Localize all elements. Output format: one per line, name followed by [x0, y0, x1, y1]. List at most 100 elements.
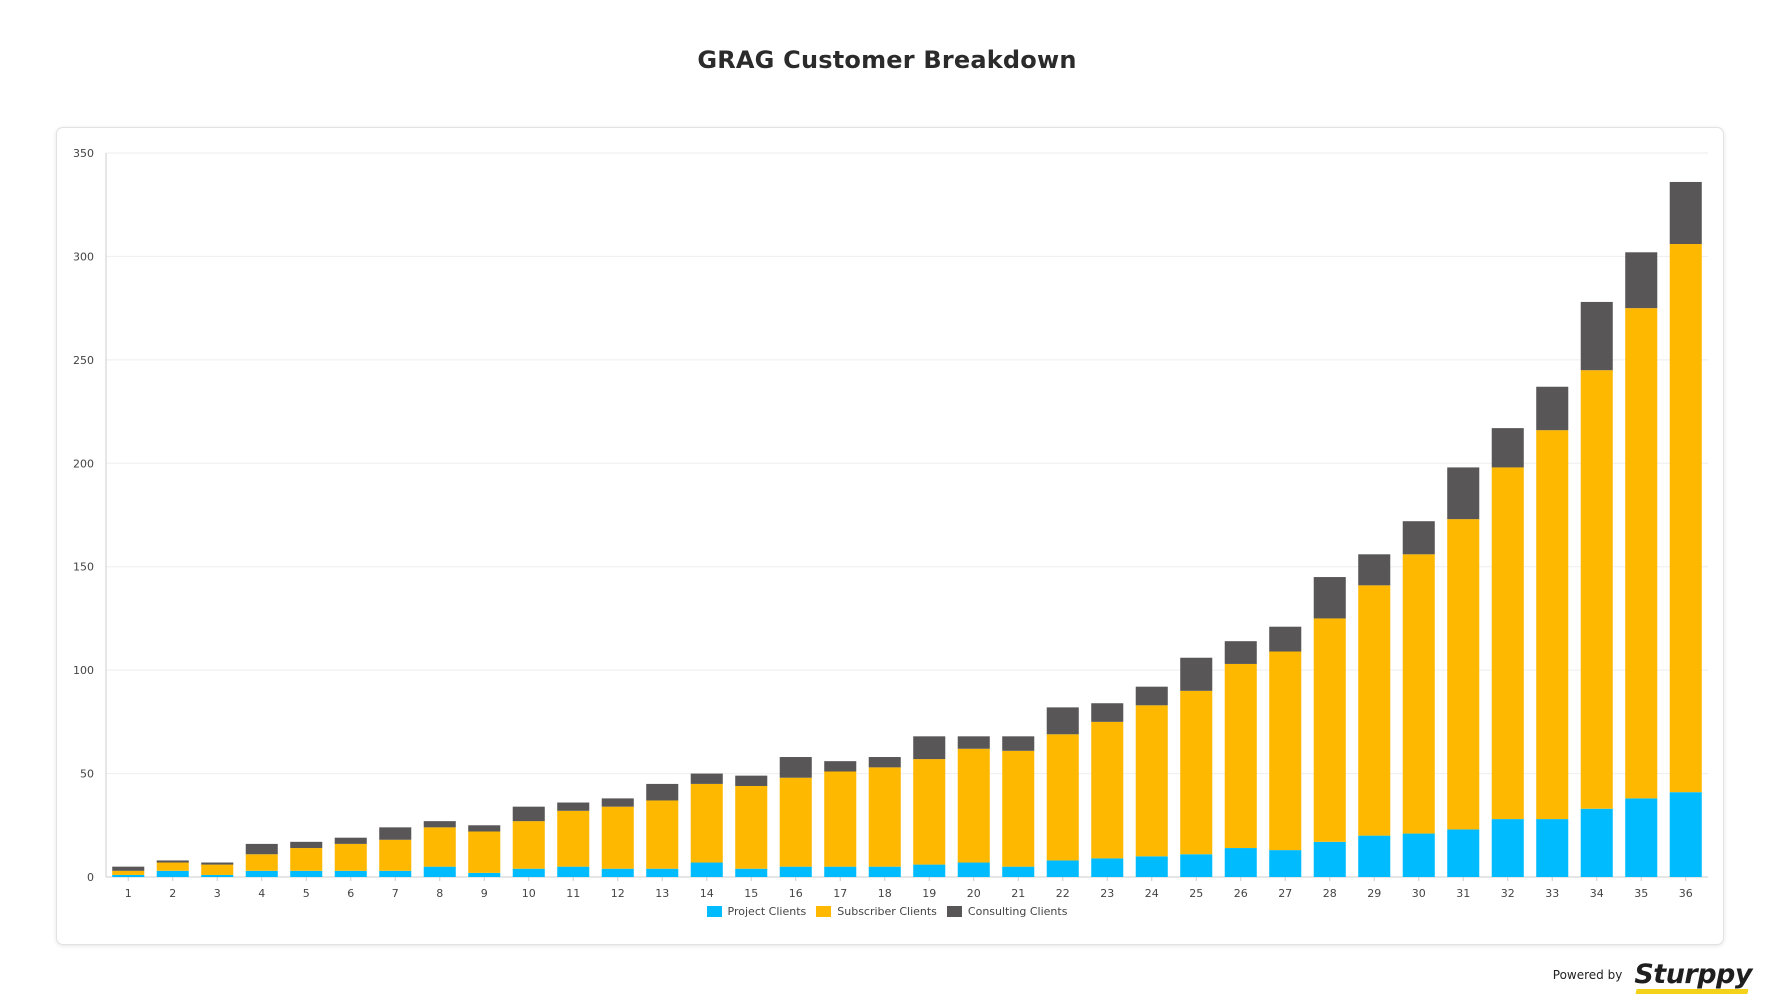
brand-name: Sturppy	[1634, 959, 1752, 990]
bar-consulting-32	[1491, 428, 1524, 468]
bar-subscriber-14	[690, 783, 723, 863]
x-tick-label-14: 14	[700, 887, 714, 900]
bar-subscriber-2	[156, 862, 189, 871]
bar-subscriber-8	[423, 827, 456, 867]
bar-consulting-29	[1358, 554, 1391, 586]
x-tick-label-30: 30	[1412, 887, 1426, 900]
bar-subscriber-17	[824, 771, 857, 867]
bar-subscriber-5	[290, 848, 323, 871]
bar-subscriber-31	[1447, 519, 1480, 830]
x-tick-label-21: 21	[1011, 887, 1025, 900]
bar-consulting-14	[690, 773, 723, 784]
bar-subscriber-26	[1224, 663, 1257, 849]
bar-project-30	[1402, 833, 1435, 877]
y-tick-label-300: 300	[73, 250, 94, 263]
bar-project-8	[423, 866, 456, 877]
bar-consulting-8	[423, 821, 456, 828]
bar-project-17	[824, 866, 857, 877]
x-tick-label-11: 11	[566, 887, 580, 900]
x-tick-label-23: 23	[1100, 887, 1114, 900]
x-tick-label-16: 16	[789, 887, 803, 900]
x-tick-label-12: 12	[611, 887, 625, 900]
x-tick-label-18: 18	[878, 887, 892, 900]
x-tick-label-31: 31	[1456, 887, 1470, 900]
legend-item-consulting[interactable]: Consulting Clients	[946, 905, 1068, 918]
legend-label-project: Project Clients	[727, 905, 807, 918]
bar-consulting-36	[1669, 181, 1702, 245]
legend-swatch-consulting	[946, 906, 962, 917]
bar-consulting-25	[1180, 657, 1213, 691]
bar-consulting-18	[868, 757, 901, 768]
bar-consulting-24	[1135, 686, 1168, 706]
bar-subscriber-3	[201, 864, 234, 875]
bar-subscriber-6	[334, 843, 367, 871]
bar-subscriber-34	[1580, 370, 1613, 809]
bar-consulting-17	[824, 761, 857, 772]
y-tick-label-250: 250	[73, 354, 94, 367]
bar-project-11	[557, 866, 590, 877]
bar-project-6	[334, 870, 367, 877]
x-tick-label-13: 13	[655, 887, 669, 900]
x-tick-label-24: 24	[1145, 887, 1159, 900]
x-tick-label-9: 9	[481, 887, 488, 900]
bar-subscriber-33	[1536, 430, 1569, 820]
x-tick-label-2: 2	[169, 887, 176, 900]
x-tick-label-26: 26	[1234, 887, 1248, 900]
bar-project-13	[646, 868, 679, 877]
legend-label-consulting: Consulting Clients	[967, 905, 1068, 918]
x-tick-label-19: 19	[922, 887, 936, 900]
x-tick-label-20: 20	[967, 887, 981, 900]
bar-consulting-23	[1091, 703, 1124, 722]
x-tick-label-17: 17	[833, 887, 847, 900]
bar-subscriber-18	[868, 767, 901, 867]
y-tick-label-50: 50	[80, 768, 94, 781]
legend-item-project[interactable]: Project Clients	[706, 905, 807, 918]
bar-project-25	[1180, 854, 1213, 877]
x-tick-label-29: 29	[1367, 887, 1381, 900]
bar-subscriber-28	[1313, 618, 1346, 842]
x-tick-label-28: 28	[1323, 887, 1337, 900]
bar-subscriber-10	[512, 821, 545, 869]
bar-project-22	[1046, 860, 1079, 877]
bar-subscriber-13	[646, 800, 679, 869]
bar-consulting-10	[512, 806, 545, 822]
bar-project-20	[957, 862, 990, 877]
x-tick-label-3: 3	[214, 887, 221, 900]
bar-subscriber-15	[735, 785, 768, 869]
legend-label-subscriber: Subscriber Clients	[837, 905, 937, 918]
y-tick-label-150: 150	[73, 561, 94, 574]
y-tick-label-100: 100	[73, 664, 94, 677]
bar-subscriber-7	[379, 839, 412, 871]
bar-subscriber-4	[245, 854, 278, 871]
brand-underline	[1635, 989, 1749, 994]
bar-subscriber-32	[1491, 467, 1524, 820]
x-tick-label-22: 22	[1056, 887, 1070, 900]
bar-consulting-31	[1447, 467, 1480, 520]
bar-subscriber-24	[1135, 705, 1168, 857]
bar-consulting-28	[1313, 577, 1346, 619]
bar-project-26	[1224, 848, 1257, 877]
bar-subscriber-27	[1269, 651, 1302, 851]
bar-subscriber-21	[1002, 750, 1035, 867]
bar-consulting-2	[156, 860, 189, 863]
bar-consulting-27	[1269, 626, 1302, 652]
bar-project-35	[1625, 798, 1658, 877]
x-tick-label-10: 10	[522, 887, 536, 900]
bar-project-28	[1313, 841, 1346, 877]
bar-project-2	[156, 870, 189, 877]
bar-project-3	[201, 874, 234, 877]
brand-logo[interactable]: Sturppy	[1634, 959, 1752, 994]
bar-consulting-9	[468, 825, 501, 832]
x-tick-label-6: 6	[347, 887, 354, 900]
x-tick-label-25: 25	[1189, 887, 1203, 900]
bar-project-18	[868, 866, 901, 877]
bar-consulting-16	[779, 757, 812, 778]
bar-consulting-26	[1224, 641, 1257, 664]
bar-consulting-21	[1002, 736, 1035, 751]
bar-consulting-35	[1625, 252, 1658, 309]
bar-project-34	[1580, 808, 1613, 877]
footer: Powered by Sturppy	[1553, 959, 1752, 994]
legend-item-subscriber[interactable]: Subscriber Clients	[816, 905, 937, 918]
